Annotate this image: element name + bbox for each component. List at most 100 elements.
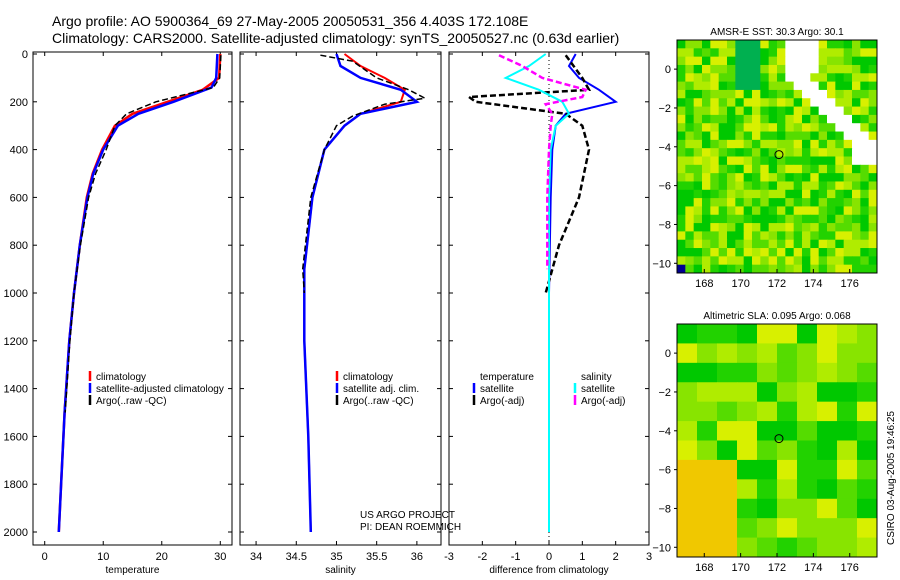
map-cell [868, 214, 878, 224]
map-title: AMSR-E SST: 30.3 Argo: 30.1 [710, 27, 844, 38]
map-cell [777, 106, 786, 116]
map-cell [718, 123, 728, 133]
map-cell [735, 248, 745, 257]
map-cell [827, 189, 836, 199]
map-cell [868, 98, 878, 108]
map-cell [693, 198, 703, 207]
y-tick-label: −10 [652, 542, 671, 554]
map-cell [860, 164, 870, 174]
map-cell [868, 73, 878, 83]
map-cell [693, 106, 703, 116]
map-cell [802, 81, 811, 91]
map-cell [818, 156, 828, 166]
map-cell [817, 324, 838, 344]
map-cell [685, 189, 695, 199]
map-cell [760, 81, 770, 91]
map-cell [717, 459, 738, 480]
map-cell [757, 459, 778, 480]
map-cell [827, 239, 836, 249]
map-cell [760, 206, 770, 216]
map-cell [693, 139, 703, 149]
map-cell [768, 256, 778, 266]
map-cell [852, 139, 861, 149]
map-cell [693, 223, 703, 232]
map-cell [777, 421, 798, 441]
map-cell [768, 223, 778, 232]
map-cell [710, 181, 720, 191]
map-cell [677, 214, 686, 224]
map-cell [785, 89, 795, 99]
map-cell [818, 223, 828, 232]
x-tick-label: -1 [511, 551, 521, 563]
map-cell [810, 264, 820, 274]
map-cell [852, 131, 861, 141]
map-cell [835, 81, 845, 91]
map-cell [810, 98, 820, 108]
map-cell [852, 173, 861, 182]
map-cell [868, 198, 878, 207]
x-tick-label: -2 [477, 551, 487, 563]
map-cell [827, 131, 836, 141]
map-cell [818, 264, 828, 274]
map-cell [777, 362, 798, 383]
map-cell [802, 64, 811, 74]
map-cell [852, 123, 861, 133]
map-cell [852, 264, 861, 274]
map-cell [718, 189, 728, 199]
map-cell [810, 173, 820, 182]
map-cell [843, 106, 853, 116]
map-cell [697, 382, 718, 403]
map-cell [843, 164, 853, 174]
map-cell [768, 239, 778, 249]
x-tick-label: 0 [546, 551, 552, 563]
map-cell [818, 64, 828, 74]
map-cell [757, 498, 778, 519]
legend-label: Argo(..raw -QC) [343, 396, 414, 407]
map-cell [757, 401, 778, 422]
map-cell [843, 64, 853, 74]
map-cell [752, 248, 761, 257]
map-cell [810, 189, 820, 199]
map-cell [818, 164, 828, 174]
map-cell [737, 382, 758, 403]
map-cell [685, 131, 695, 141]
map-cell [760, 148, 770, 157]
map-cell [818, 89, 828, 99]
map-cell [702, 40, 711, 49]
map-cell [818, 56, 828, 66]
map-cell [727, 206, 736, 216]
map-cell [685, 248, 695, 257]
map-cell [768, 139, 778, 149]
map-cell [868, 173, 878, 182]
map-cell [802, 189, 811, 199]
map-cell [837, 324, 858, 344]
map-cell [777, 148, 786, 157]
map-cell [818, 131, 828, 141]
x-tick-label: 36 [411, 551, 423, 563]
map-cell [717, 518, 738, 539]
map-cell [743, 48, 753, 58]
map-cell [817, 343, 838, 364]
map-cell [727, 48, 736, 58]
map-cell [835, 98, 845, 108]
map-cell [760, 181, 770, 191]
map-cell [852, 48, 861, 58]
map-cell [793, 98, 803, 108]
map-cell [710, 64, 720, 74]
map-cell [860, 206, 870, 216]
map-cell [735, 181, 745, 191]
map-cell [760, 264, 770, 274]
map-cell [785, 173, 795, 182]
map-cell [702, 248, 711, 257]
map-cell [817, 382, 838, 403]
map-cell [793, 189, 803, 199]
map-cell [827, 248, 836, 257]
y-tick-label: 1600 [4, 431, 28, 443]
map-cell [857, 324, 878, 344]
map-cell [818, 123, 828, 133]
y-tick-label: −2 [658, 387, 671, 399]
map-cell [860, 256, 870, 266]
map-cell [817, 421, 838, 441]
map-cell [718, 48, 728, 58]
map-cell [735, 106, 745, 116]
